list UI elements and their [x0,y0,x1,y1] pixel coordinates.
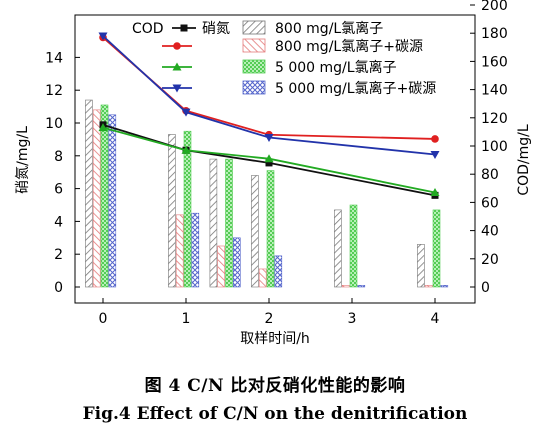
y-axis-left-label: 硝氮/mg/L [15,126,31,194]
x-tick-label: 3 [348,311,357,327]
bar-hatch-gray [251,175,259,288]
bar-hatch-gray [168,134,176,288]
bar-check-green [266,170,275,288]
right-tick-label: 100 [481,139,508,155]
x-tick-label: 4 [431,311,440,327]
bar-cross-blue [357,285,366,288]
left-tick-label: 2 [54,247,63,263]
left-tick-label: 14 [45,50,63,66]
marker-triangle [430,188,440,197]
y-axis-right-label: COD/mg/L [516,124,532,196]
legend-header-cod: COD [132,21,164,37]
figure-caption-chinese: 图 4 C/N 比对反硝化性能的影响 [144,376,406,396]
legend-label: 5 000 mg/L氯离子+碳源 [275,80,436,97]
x-tick-label: 2 [265,311,274,327]
bar-check-green [225,158,233,288]
bar-cross-blue [440,285,449,288]
marker-triangle-down [430,150,440,159]
right-tick-label: 140 [481,83,508,99]
legend-swatch [242,20,266,35]
bar-check-green [100,104,109,288]
bar-check-green [183,130,192,288]
legend-label: 800 mg/L氯离子+碳源 [275,38,423,55]
marker-square [265,159,273,167]
bar-hatch-gray [85,99,93,288]
bar-hatch-red [175,214,184,288]
bar-hatch-gray [334,209,342,288]
right-axis: 0 20 40 60 80 100 120 140 160 180 200 [470,0,508,296]
right-tick-label: 40 [481,224,499,240]
marker-triangle-down [181,108,191,117]
left-tick-label: 10 [45,116,63,132]
marker-triangle-down [264,134,274,143]
left-tick-label: 8 [54,149,63,165]
bar-check-green [349,204,358,288]
cod-line [102,35,436,156]
bar-cross-blue [191,212,200,288]
right-tick-label: 0 [481,280,490,296]
left-tick-label: 0 [54,280,63,296]
right-tick-label: 80 [481,167,499,183]
plot-area [74,14,476,304]
marker-triangle [181,145,191,154]
bar-cross-blue [233,237,241,288]
cod-line [102,126,436,194]
marker-triangle [172,62,182,71]
right-tick-label: 120 [481,111,508,127]
bar-hatch-red [92,109,101,288]
bar-hatch-red [341,285,350,288]
bar-layer [85,99,449,288]
marker-triangle-down [98,32,108,41]
marker-triangle [264,154,274,163]
left-tick-label: 6 [54,182,63,198]
cod-line [102,123,436,197]
marker-square [180,24,188,32]
bar-cross-blue [108,114,117,288]
right-tick-label: 20 [481,252,499,268]
bar-hatch-red [217,245,225,288]
left-axis: 0 2 4 6 8 10 12 14 [45,50,80,296]
figure-caption-english: Fig.4 Effect of C/N on the denitrificati… [82,404,468,424]
left-tick-label: 4 [54,214,63,230]
marker-triangle-down [172,84,182,93]
cod-line-layer [98,32,440,199]
legend-swatch [242,38,266,53]
legend-header-nitrate: 硝氮 [202,21,230,37]
bar-hatch-gray [417,244,425,288]
left-tick-label: 12 [45,83,63,99]
bar-hatch-red [258,268,267,288]
x-tick-label: 0 [99,311,108,327]
marker-triangle [98,123,108,132]
right-tick-label: 60 [481,195,499,211]
x-axis-label: 取样时间/h [240,331,310,347]
legend-swatch [242,80,266,95]
bar-check-green [432,209,441,288]
legend-label: 5 000 mg/L氯离子 [275,59,397,76]
legend-label: 800 mg/L氯离子 [275,20,383,37]
x-axis: 0 1 2 3 4 [99,298,440,327]
bar-hatch-gray [209,158,218,288]
marker-circle [431,135,439,143]
marker-circle [173,42,181,50]
right-tick-label: 180 [481,26,508,42]
bar-hatch-red [424,285,433,288]
x-tick-label: 1 [182,311,191,327]
right-tick-label: 200 [481,0,508,14]
bar-cross-blue [274,255,283,288]
right-tick-label: 160 [481,54,508,70]
legend-swatch [242,59,266,74]
